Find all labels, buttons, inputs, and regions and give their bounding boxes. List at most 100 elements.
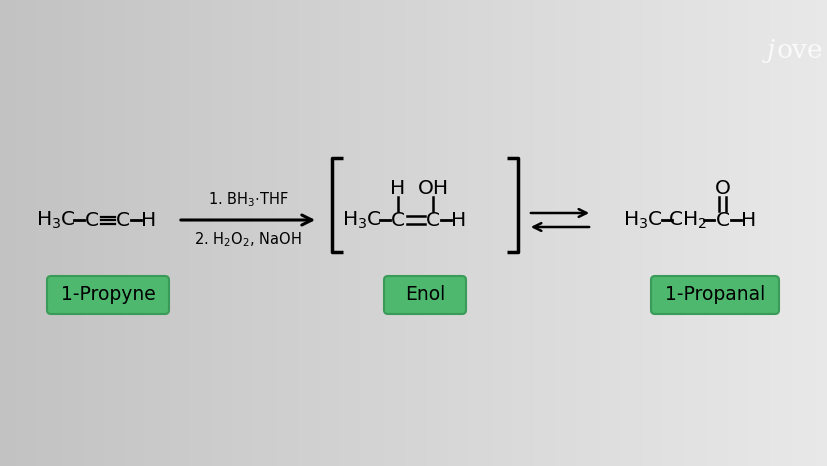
Text: H$_3$C: H$_3$C (36, 209, 76, 231)
Bar (823, 0, 827, 466)
Bar (17, 0, 21, 466)
Bar (74, 0, 79, 466)
Bar (546, 0, 550, 466)
Text: O: O (715, 179, 730, 199)
Bar (451, 0, 455, 466)
Bar (666, 0, 670, 466)
Bar (732, 0, 736, 466)
Bar (434, 0, 438, 466)
Bar (802, 0, 806, 466)
Bar (467, 0, 471, 466)
Bar (810, 0, 815, 466)
Bar (769, 0, 773, 466)
FancyBboxPatch shape (384, 276, 466, 314)
Bar (331, 0, 335, 466)
Bar (426, 0, 430, 466)
Bar (389, 0, 393, 466)
Bar (542, 0, 546, 466)
Bar (815, 0, 819, 466)
Bar (203, 0, 207, 466)
Bar (227, 0, 232, 466)
Bar (236, 0, 240, 466)
Text: C: C (116, 211, 130, 229)
Bar (703, 0, 707, 466)
FancyBboxPatch shape (47, 276, 169, 314)
Bar (476, 0, 480, 466)
Bar (91, 0, 95, 466)
Bar (190, 0, 194, 466)
Bar (786, 0, 790, 466)
Bar (583, 0, 587, 466)
Text: 1. BH$_3$$\cdot$THF: 1. BH$_3$$\cdot$THF (208, 191, 288, 209)
Bar (343, 0, 347, 466)
Bar (728, 0, 732, 466)
Bar (757, 0, 761, 466)
Text: H: H (451, 211, 466, 229)
Bar (128, 0, 132, 466)
Bar (153, 0, 157, 466)
Bar (736, 0, 740, 466)
Bar (591, 0, 595, 466)
Bar (79, 0, 83, 466)
Bar (649, 0, 653, 466)
Bar (682, 0, 686, 466)
Bar (657, 0, 662, 466)
Bar (604, 0, 608, 466)
Bar (538, 0, 542, 466)
Bar (244, 0, 248, 466)
Bar (459, 0, 463, 466)
Bar (744, 0, 748, 466)
Bar (120, 0, 124, 466)
FancyBboxPatch shape (650, 276, 778, 314)
Text: C: C (390, 211, 404, 229)
Bar (509, 0, 513, 466)
Bar (380, 0, 385, 466)
Text: H: H (740, 211, 756, 229)
Bar (558, 0, 562, 466)
Bar (368, 0, 372, 466)
Bar (794, 0, 798, 466)
Bar (504, 0, 509, 466)
Bar (294, 0, 298, 466)
Bar (223, 0, 227, 466)
Bar (372, 0, 376, 466)
Bar (600, 0, 604, 466)
Bar (356, 0, 360, 466)
Bar (819, 0, 823, 466)
Bar (587, 0, 591, 466)
Bar (422, 0, 426, 466)
Text: 1-Propyne: 1-Propyne (60, 286, 155, 304)
Bar (662, 0, 666, 466)
Bar (211, 0, 215, 466)
Bar (351, 0, 356, 466)
Text: C: C (715, 211, 729, 229)
Bar (21, 0, 25, 466)
Bar (513, 0, 517, 466)
Bar (620, 0, 624, 466)
Bar (670, 0, 674, 466)
Bar (186, 0, 190, 466)
Bar (748, 0, 753, 466)
Bar (608, 0, 612, 466)
Bar (397, 0, 401, 466)
Text: H: H (390, 179, 405, 199)
Bar (409, 0, 414, 466)
Bar (724, 0, 728, 466)
Bar (782, 0, 786, 466)
Bar (256, 0, 261, 466)
Bar (480, 0, 484, 466)
Bar (108, 0, 112, 466)
Bar (360, 0, 364, 466)
Bar (12, 0, 17, 466)
Bar (62, 0, 66, 466)
Bar (165, 0, 170, 466)
Bar (566, 0, 571, 466)
Text: H$_3$C: H$_3$C (623, 209, 662, 231)
Bar (401, 0, 405, 466)
Text: OH: OH (417, 179, 448, 199)
Bar (517, 0, 521, 466)
Text: j: j (766, 38, 774, 63)
Bar (298, 0, 302, 466)
Bar (612, 0, 616, 466)
Bar (136, 0, 141, 466)
